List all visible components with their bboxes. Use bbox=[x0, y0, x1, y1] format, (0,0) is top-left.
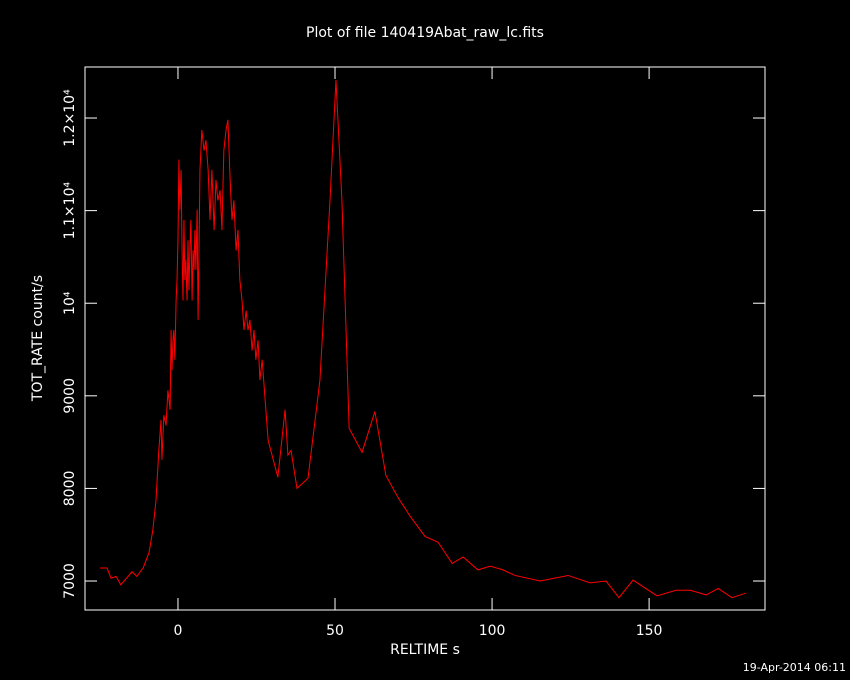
y-axis-label: TOT_RATE count/s bbox=[30, 275, 46, 402]
x-axis-label: RELTIME s bbox=[390, 642, 460, 658]
plot-frame bbox=[84, 66, 766, 611]
x-tick-label: 50 bbox=[326, 623, 344, 639]
y-tick-label: 1.1×10⁴ bbox=[62, 182, 78, 240]
light-curve bbox=[100, 80, 747, 599]
x-tick-label: 0 bbox=[174, 623, 183, 639]
y-tick-label: 7000 bbox=[62, 563, 78, 599]
y-tick-label: 10⁴ bbox=[62, 291, 78, 315]
chart-title: Plot of file 140419Abat_raw_lc.fits bbox=[306, 25, 544, 41]
y-tick-label: 1.2×10⁴ bbox=[62, 89, 78, 147]
y-tick-label: 8000 bbox=[62, 471, 78, 507]
footer-date: 19-Apr-2014 06:11 bbox=[743, 661, 846, 674]
x-tick-label: 150 bbox=[636, 623, 663, 639]
x-tick-label: 100 bbox=[479, 623, 506, 639]
y-tick-label: 9000 bbox=[62, 378, 78, 414]
